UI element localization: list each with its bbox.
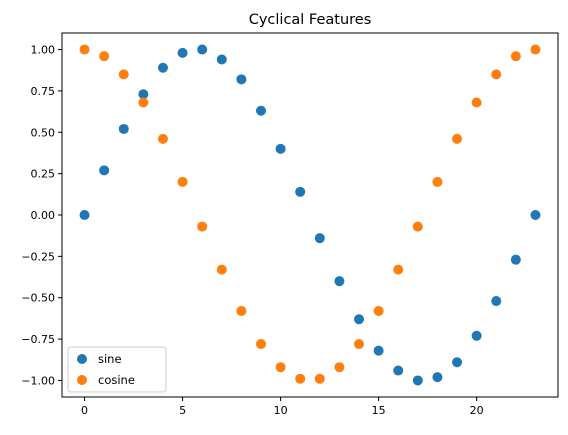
cosine-point	[314, 373, 325, 384]
x-tick-label: 0	[81, 404, 88, 417]
sine-point	[393, 365, 404, 376]
y-tick-label: 0.00	[31, 209, 56, 222]
x-tick-label: 15	[372, 404, 386, 417]
sine-point	[118, 123, 129, 134]
sine-point	[491, 296, 502, 307]
cosine-point	[236, 305, 247, 316]
y-tick-label: 0.75	[31, 85, 56, 98]
cosine-point	[491, 69, 502, 80]
cosine-point	[275, 362, 286, 373]
sine-point	[79, 210, 90, 220]
sine-point	[530, 210, 541, 220]
cosine-point	[216, 264, 227, 275]
y-tick-label: −0.75	[21, 333, 55, 346]
sine-point	[373, 345, 384, 356]
cosine-point	[412, 221, 423, 232]
sine-point	[255, 105, 266, 116]
legend: sine cosine	[67, 346, 167, 393]
legend-label-sine: sine	[98, 352, 122, 366]
cosine-point	[295, 373, 306, 384]
cosine-point	[334, 362, 345, 373]
cosine-point	[452, 133, 463, 144]
sine-point	[452, 357, 463, 368]
y-tick-label: 1.00	[31, 44, 56, 57]
sine-point	[197, 44, 208, 55]
cosine-point	[471, 97, 482, 108]
sine-point	[471, 330, 482, 341]
cosine-point	[177, 176, 188, 187]
y-tick-label: −0.25	[21, 250, 55, 263]
x-tick-label: 20	[470, 404, 484, 417]
cosine-point	[157, 133, 168, 144]
y-tick-label: −0.50	[21, 292, 55, 305]
y-axis: −1.00 −0.75 −0.50 −0.25 0.00 0.25 0.50 0.75 1.00	[21, 44, 62, 387]
cosine-point	[354, 339, 365, 350]
legend-label-cosine: cosine	[98, 373, 135, 387]
sine-point	[510, 254, 521, 265]
cosine-point	[530, 44, 541, 55]
x-tick-label: 5	[179, 404, 186, 417]
sine-point	[236, 74, 247, 85]
series-cosine	[79, 44, 541, 384]
chart-title: Cyclical Features	[249, 12, 372, 28]
cosine-point	[99, 51, 110, 62]
y-tick-label: 0.50	[31, 126, 56, 139]
sine-point	[334, 276, 345, 287]
sine-point	[157, 62, 168, 73]
plot-frame	[61, 32, 559, 398]
cosine-point	[255, 339, 266, 350]
sine-point	[412, 375, 423, 386]
sine-point	[216, 54, 227, 65]
sine-point	[432, 372, 443, 383]
series-sine	[79, 44, 541, 386]
y-tick-label: −1.00	[21, 374, 55, 387]
legend-box	[67, 346, 167, 393]
cosine-point	[393, 264, 404, 275]
sine-point	[275, 143, 286, 154]
sine-point	[314, 233, 325, 244]
cosine-point	[373, 305, 384, 316]
y-tick-label: 0.25	[31, 168, 56, 181]
legend-marker-sine	[77, 354, 87, 364]
sine-point	[354, 314, 365, 325]
cosine-point	[118, 69, 129, 80]
sine-point	[177, 47, 188, 58]
sine-point	[295, 186, 306, 197]
cosine-point	[510, 51, 521, 62]
sine-point	[138, 89, 149, 100]
cosine-point	[79, 44, 90, 55]
cosine-point	[432, 176, 443, 187]
data-points	[79, 44, 541, 386]
cosine-point	[138, 97, 149, 108]
sine-point	[99, 165, 110, 176]
x-tick-label: 10	[274, 404, 288, 417]
legend-marker-cosine	[77, 375, 87, 385]
cosine-point	[197, 221, 208, 232]
x-axis: 0 5 10 15 20	[81, 397, 484, 417]
